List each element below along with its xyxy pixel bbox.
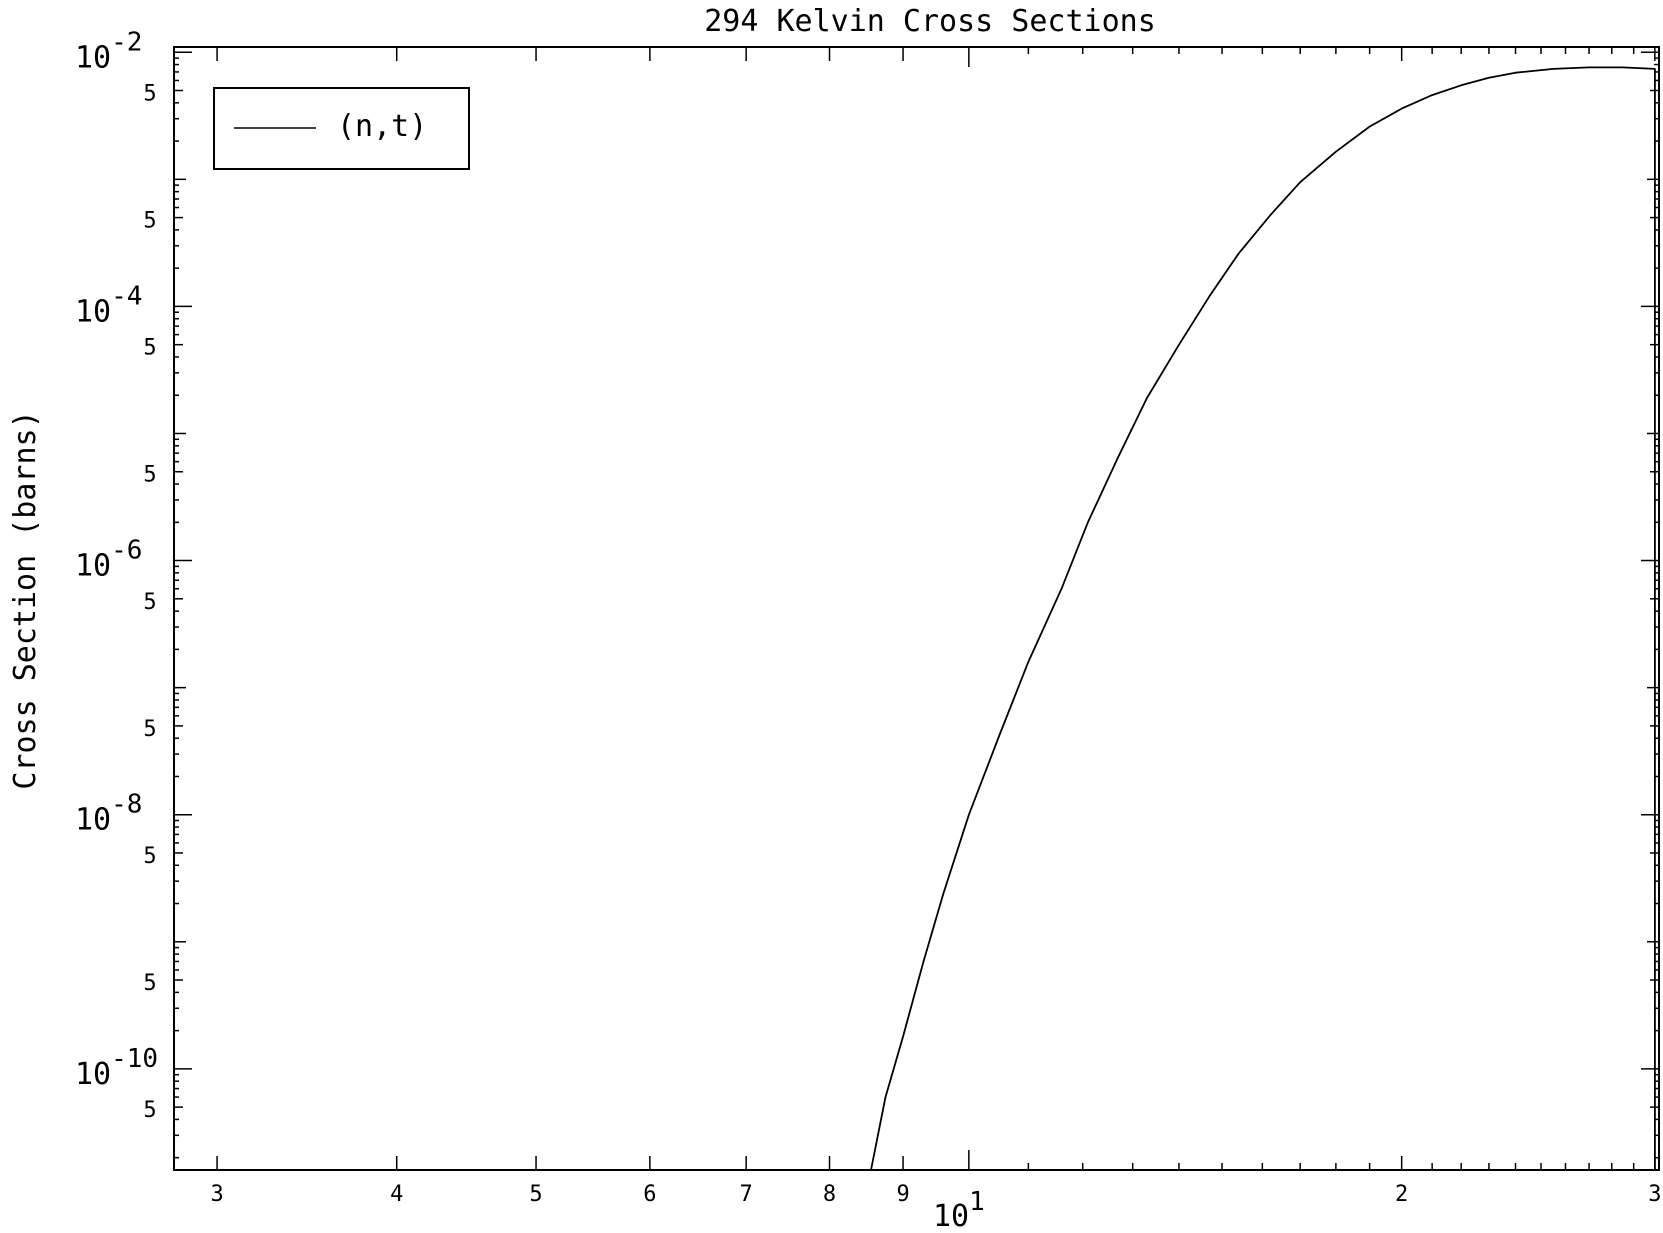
plot-frame [173,46,1660,1171]
series-layer [870,66,1656,1171]
y-axis-label: Cross Section (barns) [8,410,43,789]
x-tick-label: 7 [740,1182,753,1207]
x-tick-label: 3 [210,1182,223,1207]
y-tick-label: 10-2 [75,27,142,75]
y-tick-label: 10-8 [75,790,142,838]
y-minor-tick-label: 5 [143,717,156,742]
y-tick-label: 10-6 [75,536,142,584]
x-tick-label: 8 [823,1182,836,1207]
y-minor-tick-label: 5 [143,844,156,869]
y-minor-tick-label: 5 [143,971,156,996]
chart-title: 294 Kelvin Cross Sections [704,4,1156,39]
y-minor-tick-label: 5 [143,1098,156,1123]
x-tick-label: 2 [1395,1182,1408,1207]
legend: (n,t) [213,87,470,170]
x-tick-label: 5 [529,1182,542,1207]
x-tick-label: 4 [390,1182,403,1207]
y-minor-tick-label: 5 [143,209,156,234]
series-line-0 [870,66,1656,1171]
y-minor-tick-label: 5 [143,590,156,615]
y-minor-tick-label: 5 [143,336,156,361]
y-tick-label: 10-10 [75,1044,158,1092]
x-tick-label: 9 [896,1182,909,1207]
legend-label-nt: (n,t) [337,109,427,144]
x-tick-label: 3 [1648,1182,1661,1207]
y-tick-label: 10-4 [75,281,142,329]
y-minor-tick-label: 5 [143,463,156,488]
y-minor-tick-label: 5 [143,82,156,107]
x-tick-label: 6 [643,1182,656,1207]
x-tick-label: 101 [933,1187,985,1233]
